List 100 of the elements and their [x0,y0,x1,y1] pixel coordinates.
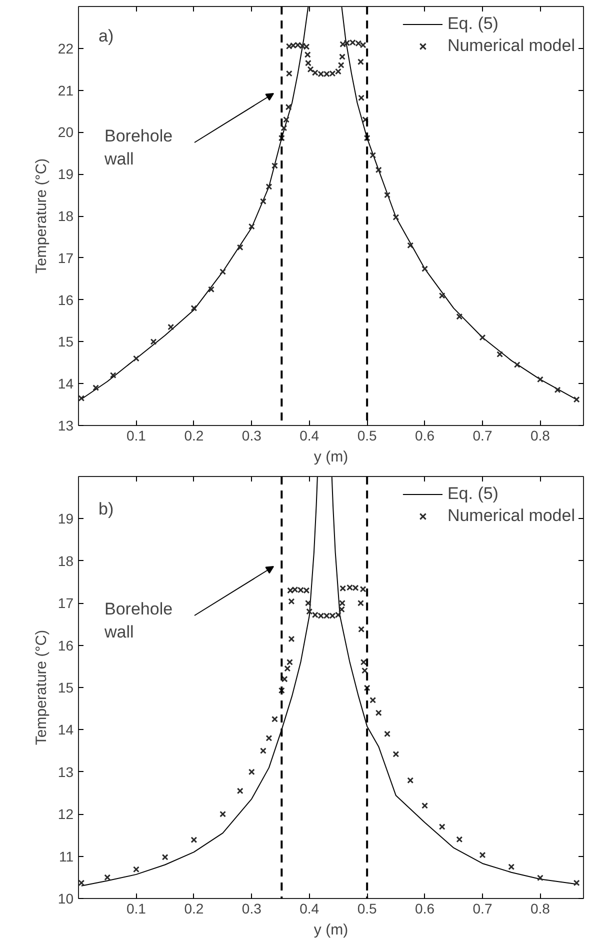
x-tick-label: 0.4 [300,900,320,916]
point [150,338,157,345]
point [508,864,515,870]
point [370,152,376,158]
point [422,802,428,809]
point [358,58,364,66]
y-tick-label: 17 [58,595,74,612]
legend-label: Numerical model [447,36,575,56]
point [438,824,446,830]
point [422,266,428,272]
point [266,734,272,742]
y-tick-label: 21 [58,82,74,98]
point [375,166,382,174]
x-tick-label: 0.3 [242,428,262,444]
point [338,62,344,68]
point [132,355,140,362]
point [104,874,111,881]
point [260,748,266,754]
point [286,43,292,50]
point [92,384,100,392]
point [248,223,255,230]
point [358,600,364,606]
point [456,836,463,843]
point [208,286,214,293]
point [236,788,244,794]
x-tick-label: 0.5 [357,900,378,916]
x-tick-label: 0.6 [415,428,435,444]
y-axis-title: Temperature (°C) [32,630,50,746]
point [78,395,85,402]
y-tick-label: 15 [58,680,74,696]
point [438,292,446,299]
x-tick-label: 0.5 [357,428,378,444]
point [536,376,544,383]
point [272,162,278,169]
point [536,874,544,882]
point [554,386,561,394]
point [190,304,198,312]
point [479,334,486,341]
point [78,880,85,886]
point [110,372,116,378]
point [514,362,520,368]
x-axis-title: y (m) [314,922,348,938]
point [266,183,272,190]
point [358,626,365,632]
point [364,684,370,692]
y-tick-label: 11 [58,848,74,864]
point [162,854,168,860]
y-tick-label: 19 [58,510,74,527]
point [384,730,390,738]
point [278,134,285,142]
y-tick-label: 14 [58,376,74,392]
x-tick-label: 0.2 [184,900,204,916]
legend-label: Eq. (5) [447,484,498,504]
y-tick-label: 22 [58,40,74,56]
x-tick-label: 0.8 [530,900,550,916]
point [338,606,345,613]
point [364,134,370,142]
point [286,70,292,77]
point [283,116,290,123]
y-tick-label: 17 [58,250,74,266]
x-tick-label: 0.8 [530,428,550,444]
y-tick-label: 13 [58,764,74,780]
y-tick-label: 20 [58,124,74,140]
x-tick-label: 0.7 [472,900,492,916]
y-tick-label: 15 [58,334,74,350]
point [248,768,255,776]
point [362,667,368,674]
x-tick-label: 0.4 [300,428,320,444]
y-tick-label: 16 [58,292,74,308]
point [286,658,293,666]
point [303,44,310,50]
point [375,710,382,716]
point [260,198,266,205]
annotation: b) [98,500,114,518]
point [168,324,174,330]
y-tick-label: 19 [58,166,74,182]
x-axis-title: y (m) [314,448,348,466]
point [358,94,365,102]
point [132,866,140,873]
point [370,696,376,704]
annotation: Borehole wall [104,600,173,642]
point [384,192,390,198]
x-tick-label: 0.3 [242,900,262,916]
y-tick-label: 18 [58,208,74,224]
point [236,244,244,251]
point [284,665,291,672]
point [496,351,504,358]
point [340,40,346,48]
x-tick-label: 0.2 [184,428,204,444]
y-tick-label: 18 [58,552,74,569]
point [339,600,346,606]
y-axis-title: Temperature (°C) [32,158,50,274]
point [278,687,285,694]
annotation: a) [98,26,114,46]
y-tick-label: 10 [58,890,74,906]
point [304,60,312,66]
point [362,116,369,123]
x-tick-label: 0.1 [126,428,146,444]
point [573,396,580,403]
point [304,600,312,606]
